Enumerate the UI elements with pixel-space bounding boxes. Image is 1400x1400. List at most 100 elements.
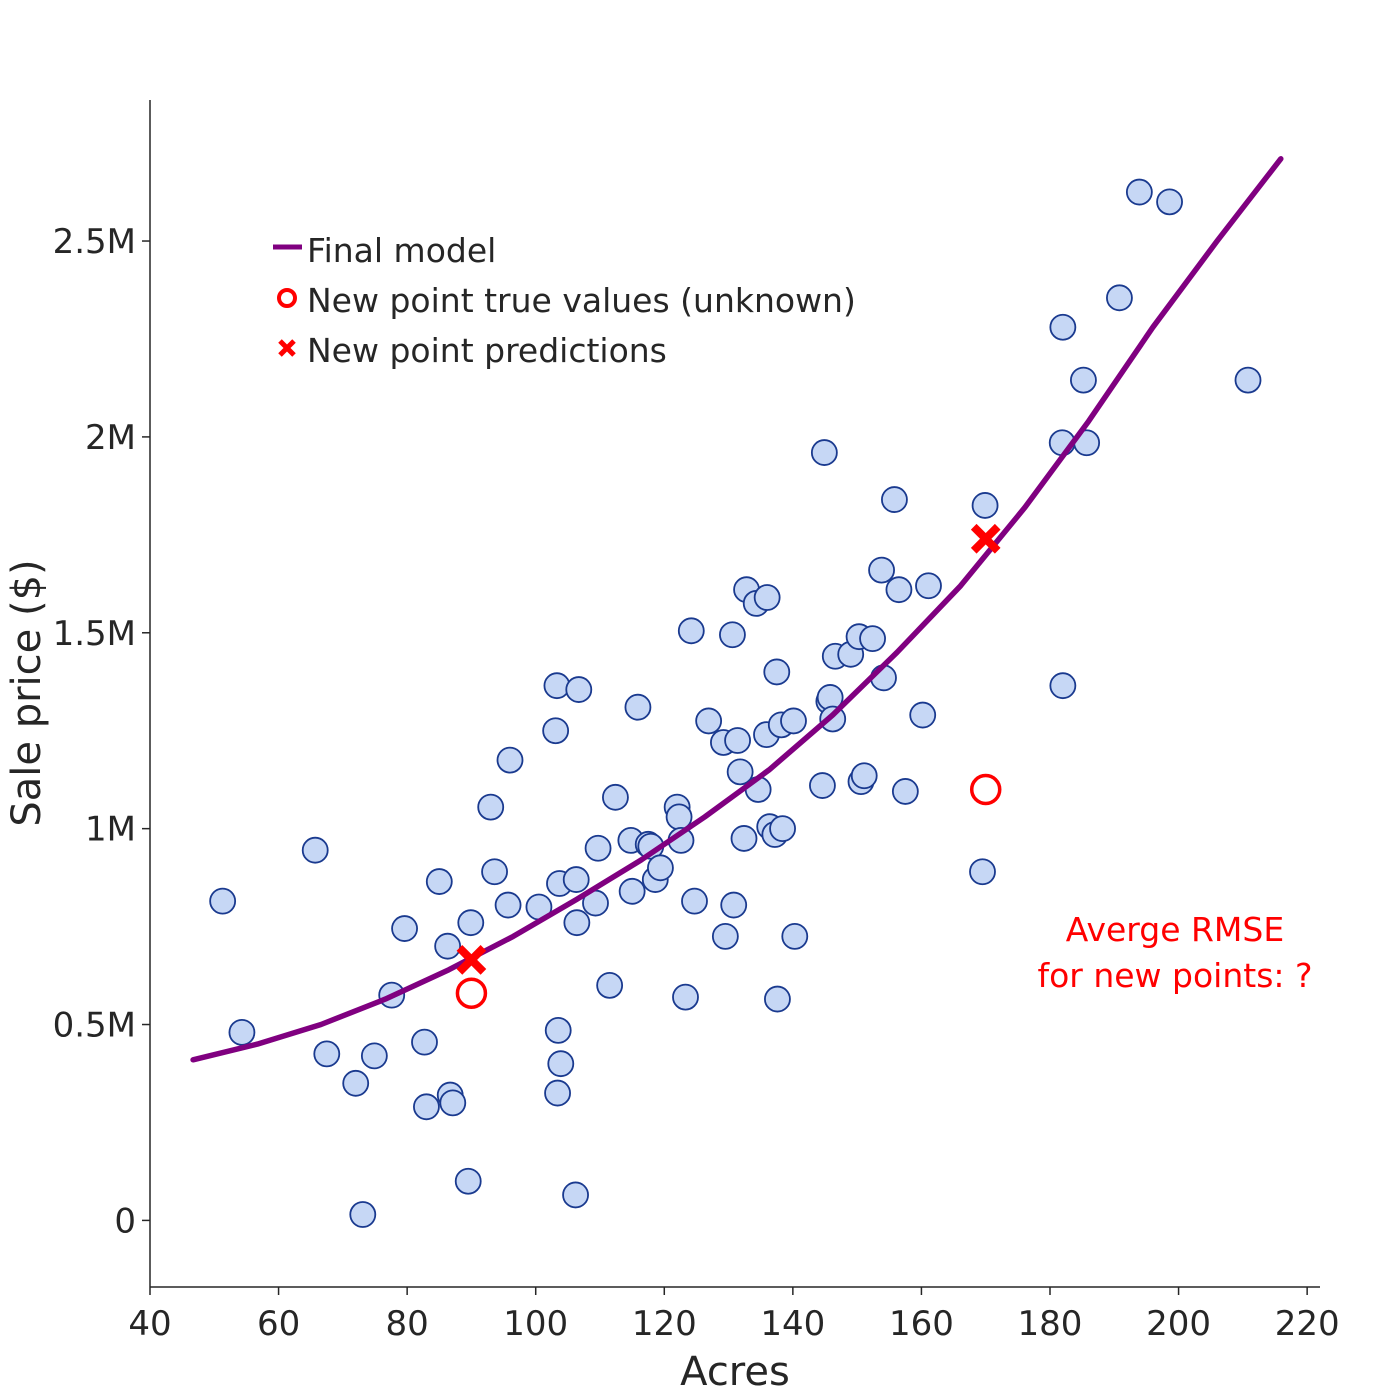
scatter-point	[349, 1201, 377, 1228]
scatter-point	[764, 985, 791, 1013]
scatter-point	[780, 707, 807, 735]
new-point-prediction	[456, 945, 487, 975]
scatter-point	[584, 834, 612, 862]
scatter-point	[596, 971, 624, 999]
scatter-point	[563, 909, 591, 937]
scatter-point	[434, 932, 462, 960]
scatter-point	[672, 983, 699, 1011]
y-ticks: 0 0.5M 1M 1.5M 2M 2.5M	[53, 222, 150, 1241]
scatter-point	[228, 1018, 256, 1046]
scatter-point	[969, 858, 996, 886]
scatter-point	[425, 868, 453, 895]
scatter-point	[542, 717, 570, 745]
scatter-point	[850, 762, 878, 790]
y-axis-label: Sale price ($)	[4, 559, 50, 826]
new-point-true-value	[969, 773, 1002, 806]
annotation-line-2: for new points: ?	[1037, 956, 1312, 995]
x-tick-label: 80	[386, 1304, 429, 1344]
x-tick-label: 60	[257, 1304, 300, 1344]
y-tick-label: 0.5M	[53, 1006, 136, 1046]
scatter-point	[859, 625, 886, 653]
scatter-point	[719, 621, 746, 649]
scatter-point	[677, 617, 705, 645]
new-points-layer	[455, 523, 1002, 1009]
scatter-point	[810, 439, 838, 466]
legend-label-final-model: Final model	[307, 231, 496, 270]
new-point-true-value	[455, 977, 488, 1009]
scatter-point	[543, 672, 571, 700]
scatter-point	[885, 576, 913, 604]
scatter-point	[763, 658, 791, 686]
scatter-point	[1049, 672, 1077, 700]
scatter-point	[724, 727, 751, 754]
scatter-point	[1049, 313, 1077, 341]
x-tick-label: 100	[503, 1304, 568, 1344]
scatter-point	[496, 746, 524, 774]
scatter-point	[730, 825, 758, 852]
scatter-point	[618, 877, 646, 905]
x-tick-label: 120	[632, 1304, 697, 1344]
scatter-point	[413, 1093, 440, 1121]
annotation-line-1: Averge RMSE	[1066, 910, 1284, 949]
scatter-point	[868, 556, 895, 584]
x-ticks: 40 60 80 100 120 140 160 180 200 220	[128, 1287, 1340, 1344]
scatter-point	[695, 707, 723, 735]
model-line-layer	[190, 156, 1284, 1063]
scatter-point	[411, 1028, 438, 1056]
scatter-point	[562, 866, 590, 893]
y-tick-label: 1.5M	[53, 614, 136, 654]
x-axis-label: Acres	[680, 1349, 790, 1395]
scatter-point	[565, 676, 593, 703]
scatter-point	[881, 486, 908, 513]
scatter-point	[494, 891, 522, 919]
rmse-annotation: Averge RMSE for new points: ?	[1037, 910, 1312, 995]
scatter-point	[809, 772, 836, 799]
legend: Final model New point true values (unkno…	[273, 231, 856, 370]
x-tick-label: 220	[1275, 1304, 1340, 1344]
scatter-point	[544, 1079, 571, 1107]
legend-label-predictions: New point predictions	[307, 331, 667, 370]
x-tick-label: 160	[889, 1304, 954, 1344]
scatter-point	[1125, 178, 1153, 206]
scatter-point	[313, 1040, 341, 1068]
scatter-point	[547, 1050, 575, 1078]
y-tick-label: 1M	[85, 810, 136, 850]
scatter-point	[753, 584, 781, 611]
scatter-point	[1156, 188, 1183, 216]
scatter-point	[915, 572, 942, 600]
y-tick-label: 2M	[85, 418, 136, 458]
scatter-point	[971, 492, 999, 519]
axes-layer	[149, 100, 1320, 1288]
scatter-point	[1106, 284, 1133, 312]
scatter-point	[481, 858, 508, 886]
y-tick-label: 2.5M	[53, 222, 136, 262]
scatter-point	[562, 1181, 589, 1209]
final-model-line	[190, 156, 1284, 1063]
scatter-point	[360, 1042, 388, 1070]
x-tick-label: 200	[1146, 1304, 1211, 1344]
scatter-point	[720, 891, 748, 919]
scatter-point	[209, 887, 237, 915]
scatter-point	[1234, 366, 1262, 394]
legend-label-true-values: New point true values (unknown)	[307, 281, 856, 320]
scatter-point	[342, 1069, 370, 1097]
scatter-point	[439, 1089, 467, 1117]
scatter-point	[891, 778, 919, 805]
scatter-point	[781, 922, 809, 950]
scatter-point	[602, 783, 629, 811]
y-tick-label: 0	[114, 1201, 136, 1241]
scatter-point	[726, 758, 754, 786]
scatter-point	[457, 909, 485, 937]
scatter-point	[477, 793, 505, 821]
new-point-prediction	[970, 523, 1001, 554]
scatter-point	[1070, 366, 1097, 394]
scatter-point	[909, 701, 937, 729]
scatter-point	[624, 693, 652, 721]
scatter-point	[544, 1017, 572, 1044]
scatter-point	[391, 915, 418, 942]
scatter-point	[647, 854, 674, 882]
x-tick-label: 140	[760, 1304, 825, 1344]
scatter-point	[681, 887, 708, 915]
scatter-point	[769, 815, 796, 843]
